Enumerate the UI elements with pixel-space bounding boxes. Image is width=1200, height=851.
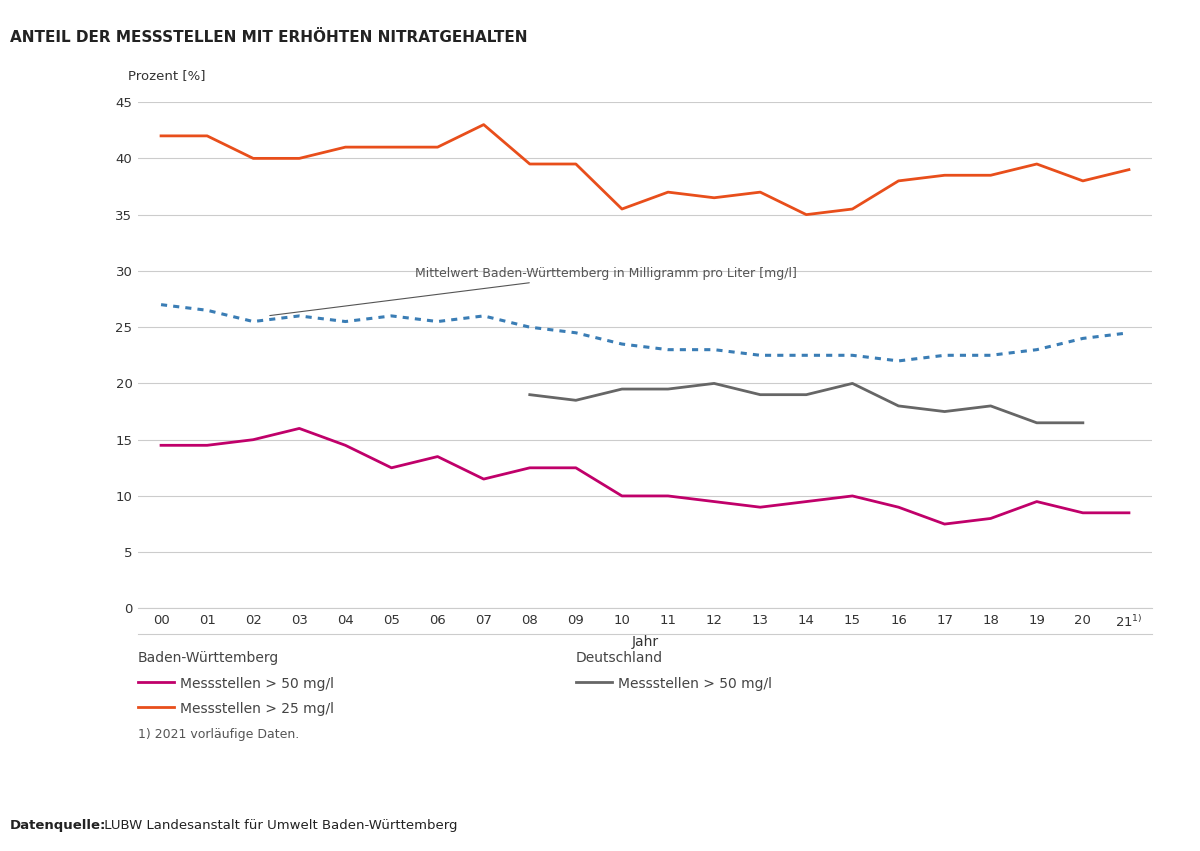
Text: Deutschland: Deutschland — [576, 651, 664, 665]
Text: Messstellen > 25 mg/l: Messstellen > 25 mg/l — [180, 702, 334, 716]
Text: LUBW Landesanstalt für Umwelt Baden-Württemberg: LUBW Landesanstalt für Umwelt Baden-Würt… — [100, 820, 457, 832]
Text: Baden-Württemberg: Baden-Württemberg — [138, 651, 280, 665]
X-axis label: Jahr: Jahr — [631, 636, 659, 649]
Text: Messstellen > 50 mg/l: Messstellen > 50 mg/l — [180, 677, 334, 690]
Text: Datenquelle:: Datenquelle: — [10, 820, 106, 832]
Text: Mittelwert Baden-Württemberg in Milligramm pro Liter [mg/l]: Mittelwert Baden-Württemberg in Milligra… — [270, 266, 797, 316]
Text: 1) 2021 vorläufige Daten.: 1) 2021 vorläufige Daten. — [138, 728, 299, 740]
Text: Messstellen > 50 mg/l: Messstellen > 50 mg/l — [618, 677, 772, 690]
Text: Prozent [%]: Prozent [%] — [128, 69, 205, 82]
Text: ANTEIL DER MESSSTELLEN MIT ERHÖHTEN NITRATGEHALTEN: ANTEIL DER MESSSTELLEN MIT ERHÖHTEN NITR… — [10, 30, 527, 45]
